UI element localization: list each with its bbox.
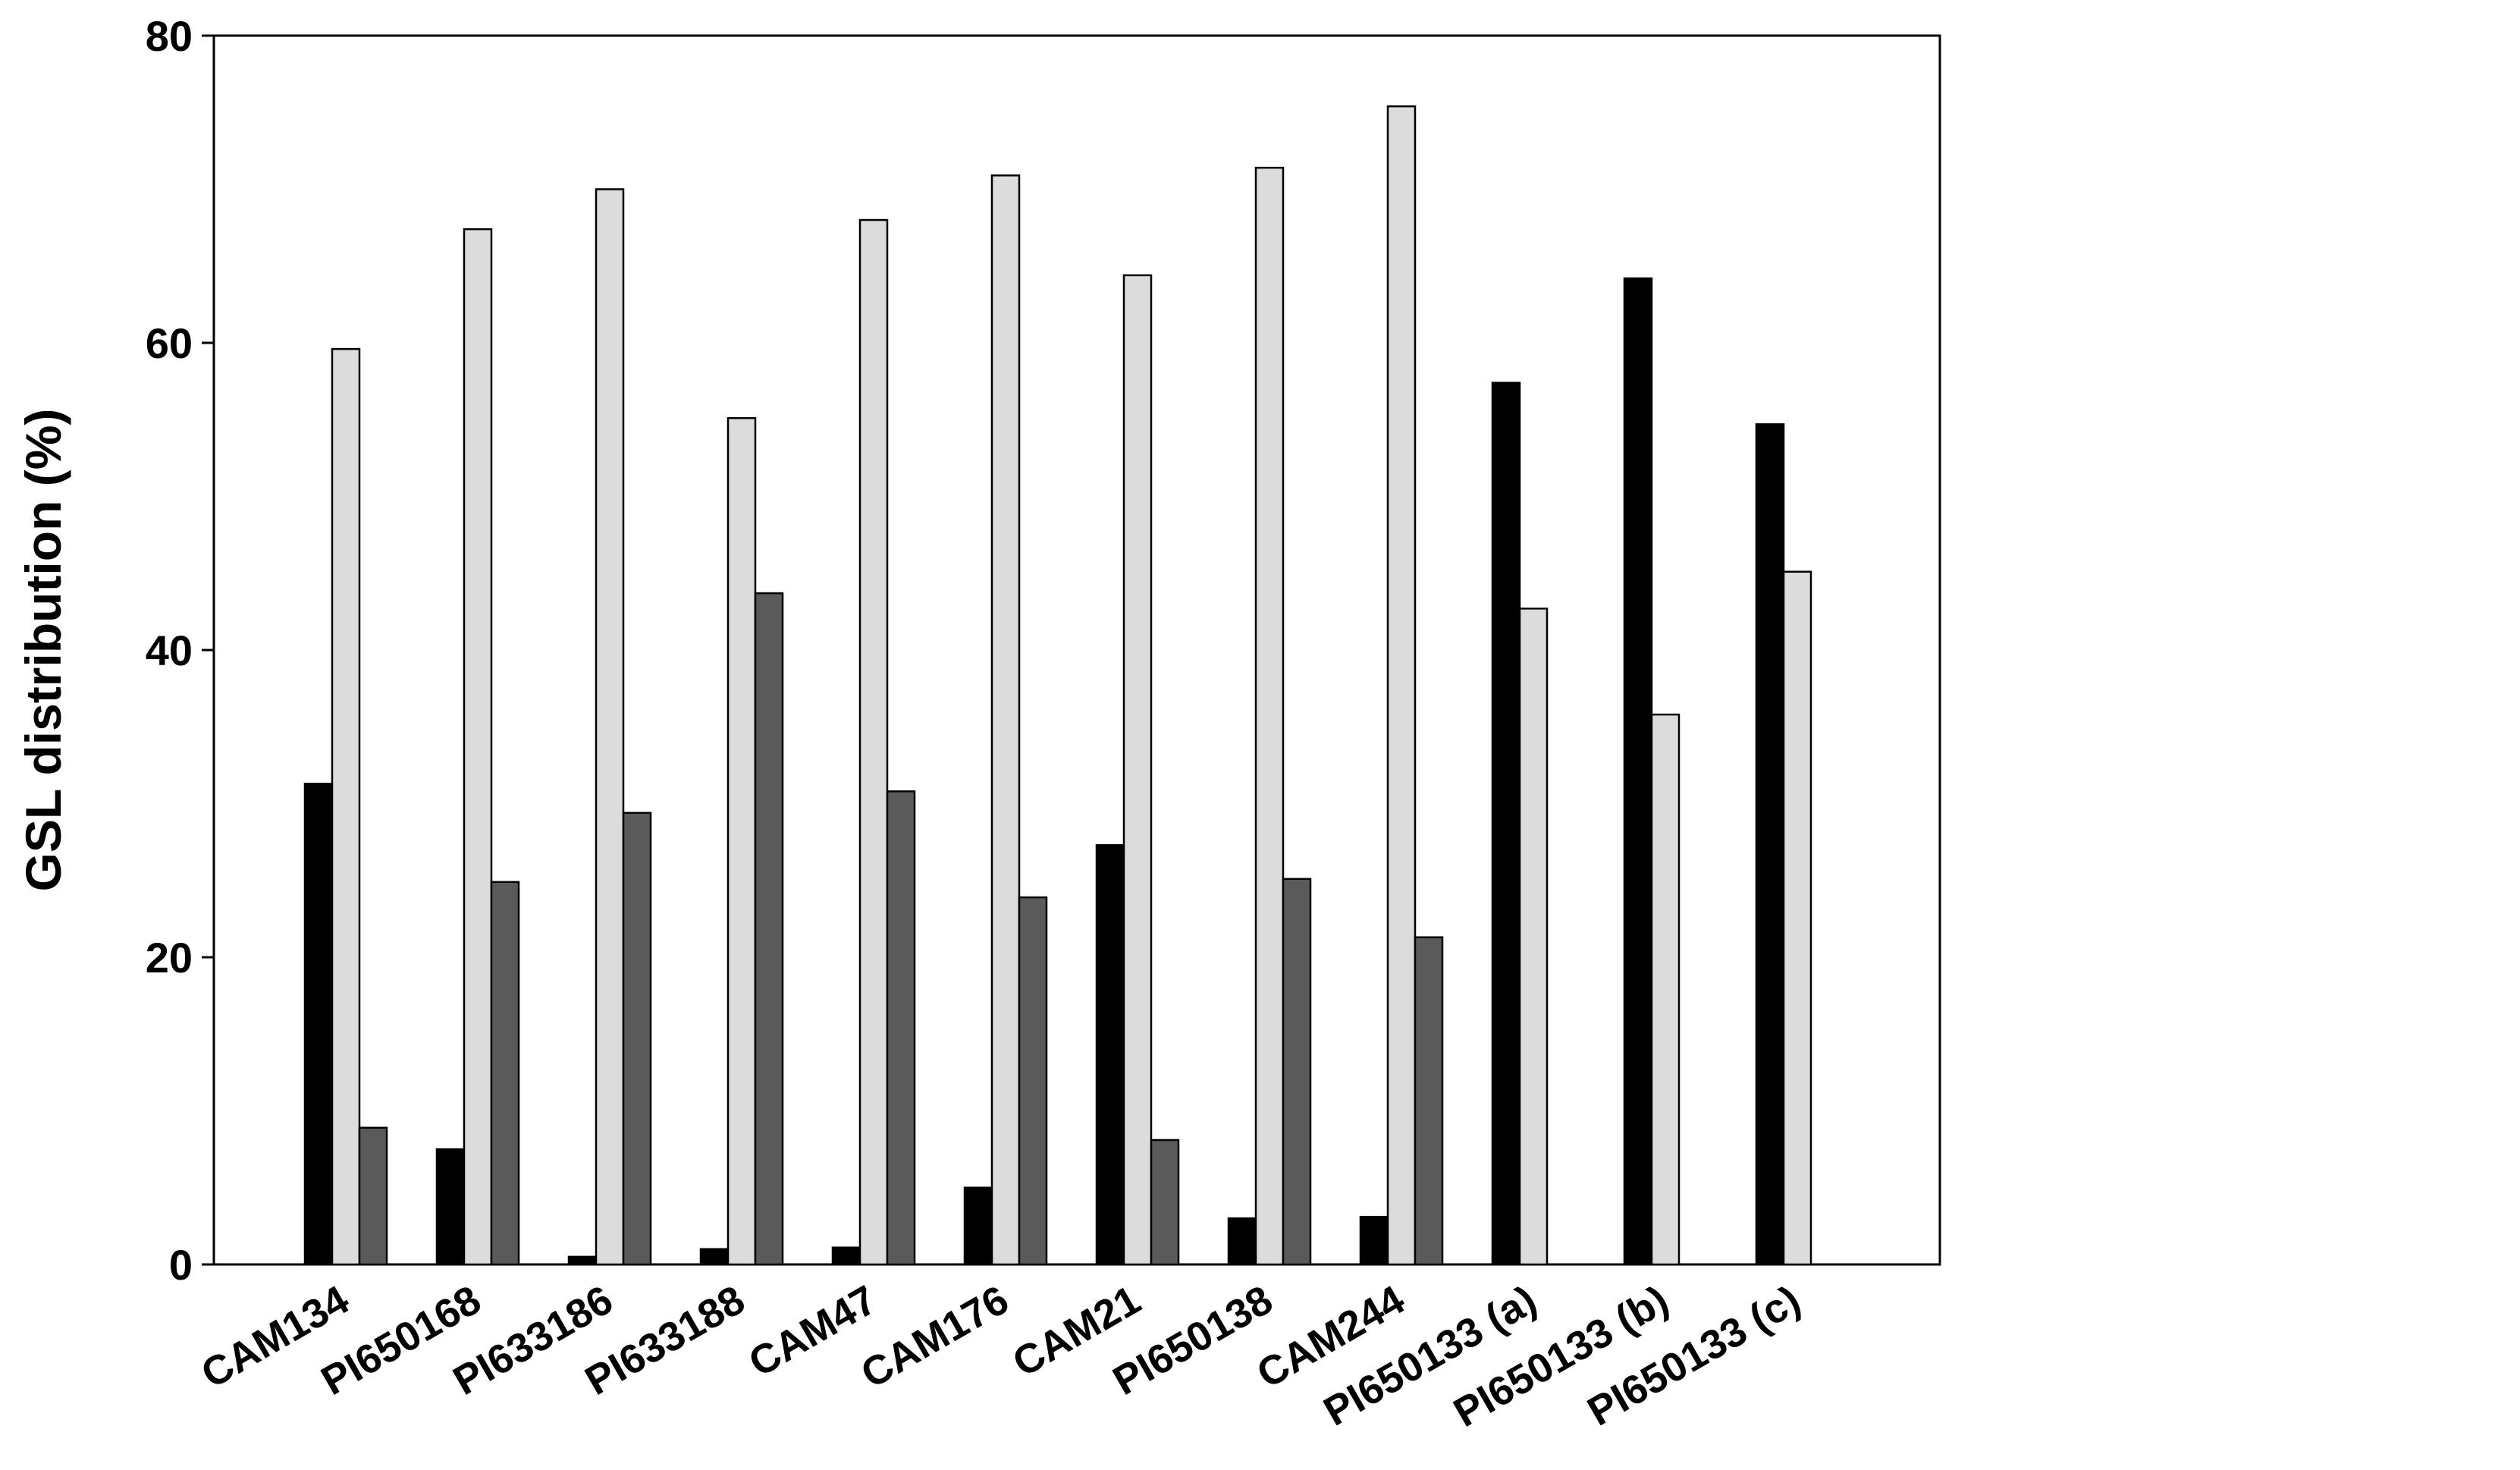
bar bbox=[1782, 570, 1812, 1266]
bar bbox=[1254, 166, 1285, 1266]
bar bbox=[727, 416, 757, 1266]
x-tick-label: CAM176 bbox=[853, 1277, 1016, 1397]
bar bbox=[567, 1255, 598, 1266]
bar bbox=[331, 347, 361, 1266]
bar bbox=[1227, 1217, 1257, 1266]
bar bbox=[1122, 274, 1153, 1266]
bar bbox=[490, 881, 520, 1266]
bar bbox=[963, 1186, 993, 1266]
bar bbox=[358, 1126, 388, 1266]
bar bbox=[1095, 843, 1125, 1266]
bar bbox=[463, 228, 493, 1266]
y-tick-label: 40 bbox=[146, 627, 193, 674]
bar bbox=[1755, 423, 1785, 1266]
y-tick-label: 0 bbox=[169, 1241, 193, 1289]
bar bbox=[1518, 608, 1549, 1266]
bar bbox=[435, 1148, 466, 1266]
bar bbox=[1491, 382, 1521, 1266]
y-tick-label: 80 bbox=[146, 12, 193, 60]
bar bbox=[1650, 713, 1681, 1266]
bar bbox=[886, 790, 916, 1266]
bar bbox=[1282, 878, 1312, 1266]
bar bbox=[831, 1246, 861, 1266]
bar bbox=[754, 592, 784, 1266]
bar bbox=[699, 1248, 730, 1266]
bar bbox=[858, 218, 889, 1266]
bar bbox=[1150, 1139, 1180, 1266]
y-tick-label: 20 bbox=[146, 934, 193, 982]
bar bbox=[990, 174, 1021, 1266]
y-axis-title: GSL distribution (%) bbox=[15, 409, 71, 892]
bar bbox=[1386, 105, 1417, 1266]
bar bbox=[622, 812, 652, 1266]
bar bbox=[1414, 936, 1444, 1266]
bar bbox=[1359, 1215, 1389, 1266]
bar bbox=[595, 188, 625, 1266]
bar bbox=[303, 782, 334, 1266]
bar bbox=[1623, 277, 1653, 1266]
bar bbox=[1018, 896, 1048, 1266]
y-tick-label: 60 bbox=[146, 319, 193, 367]
